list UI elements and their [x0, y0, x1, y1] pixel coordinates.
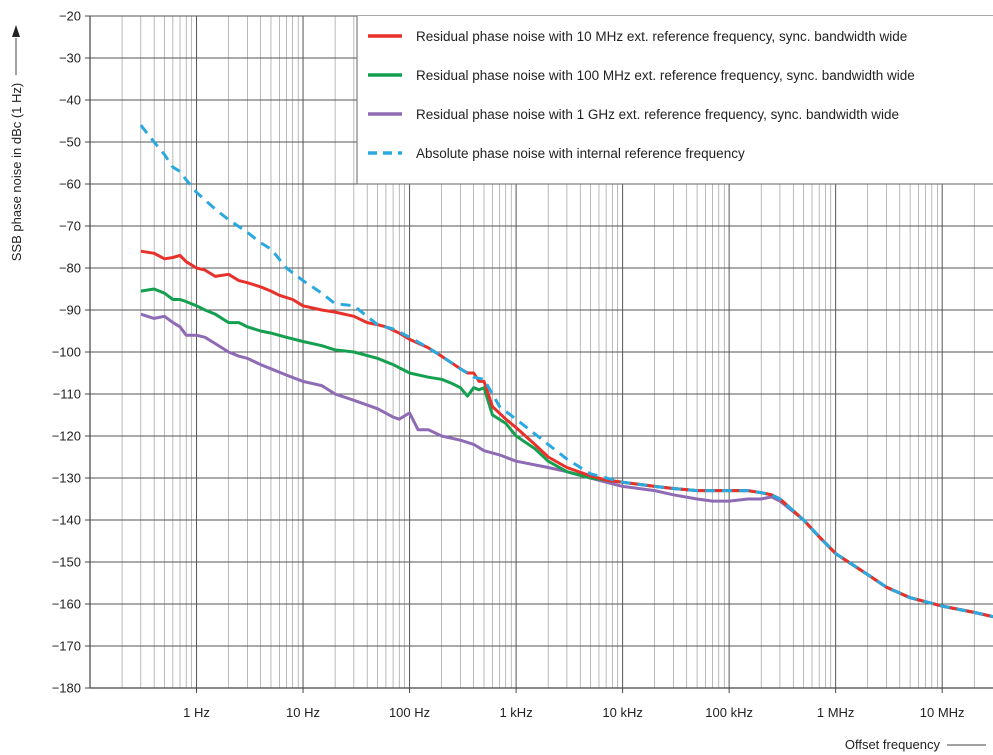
y-tick-label: −150 — [52, 555, 81, 570]
y-axis-title: SSB phase noise in dBc (1 Hz) — [9, 83, 24, 261]
x-tick-label: 10 Hz — [286, 705, 320, 720]
x-tick-label: 1 kHz — [499, 705, 532, 720]
y-tick-label: −130 — [52, 471, 81, 486]
legend-entry-1ghz: Residual phase noise with 1 GHz ext. ref… — [368, 107, 899, 122]
x-tick-labels: 1 Hz 10 Hz 100 Hz 1 kHz 10 kHz 100 kHz 1 MHz 10… — [183, 688, 965, 720]
legend-label-1ghz: Residual phase noise with 1 GHz ext. ref… — [416, 107, 899, 122]
legend: Residual phase noise with 10 MHz ext. re… — [368, 29, 915, 161]
y-tick-label: −160 — [52, 597, 81, 612]
legend-label-absolute: Absolute phase noise with internal refer… — [416, 146, 745, 161]
y-axis-title-group: SSB phase noise in dBc (1 Hz) — [9, 25, 24, 261]
y-tick-label: −40 — [59, 93, 81, 108]
legend-entry-100mhz: Residual phase noise with 100 MHz ext. r… — [368, 68, 915, 83]
y-tick-label: −30 — [59, 51, 81, 66]
x-axis-title-group: Offset frequency — [845, 737, 986, 752]
y-tick-label: −20 — [59, 9, 81, 24]
legend-entry-absolute: Absolute phase noise with internal refer… — [368, 146, 745, 161]
series-layer — [139, 124, 993, 619]
legend-box — [356, 16, 993, 185]
x-tick-label: 100 kHz — [705, 705, 753, 720]
x-tick-label: 10 MHz — [920, 705, 965, 720]
y-axis-arrow-icon — [12, 25, 20, 37]
y-tick-label: −180 — [52, 681, 81, 696]
legend-label-10mhz: Residual phase noise with 10 MHz ext. re… — [416, 29, 907, 44]
x-tick-label: 1 MHz — [817, 705, 855, 720]
y-tick-label: −120 — [52, 429, 81, 444]
y-tick-labels: −20 −30 −40 −50 −60 −70 −80 −90 −100 −110 −120 −130… — [52, 9, 90, 696]
legend-label-100mhz: Residual phase noise with 100 MHz ext. r… — [416, 68, 915, 83]
y-tick-label: −110 — [53, 387, 81, 402]
x-tick-label: 100 Hz — [389, 705, 430, 720]
x-tick-label: 10 kHz — [602, 705, 642, 720]
y-tick-label: −100 — [52, 345, 81, 360]
y-tick-label: −70 — [59, 219, 81, 234]
y-tick-label: −50 — [59, 135, 81, 150]
y-tick-label: −140 — [52, 513, 81, 528]
series-line-3 — [139, 124, 993, 619]
y-tick-label: −90 — [59, 303, 81, 318]
y-tick-label: −170 — [52, 639, 81, 654]
legend-entry-10mhz: Residual phase noise with 10 MHz ext. re… — [368, 29, 907, 44]
x-tick-label: 1 Hz — [183, 705, 210, 720]
y-tick-label: −60 — [59, 177, 81, 192]
y-tick-label: −80 — [59, 261, 81, 276]
x-axis-title: Offset frequency — [845, 737, 941, 752]
